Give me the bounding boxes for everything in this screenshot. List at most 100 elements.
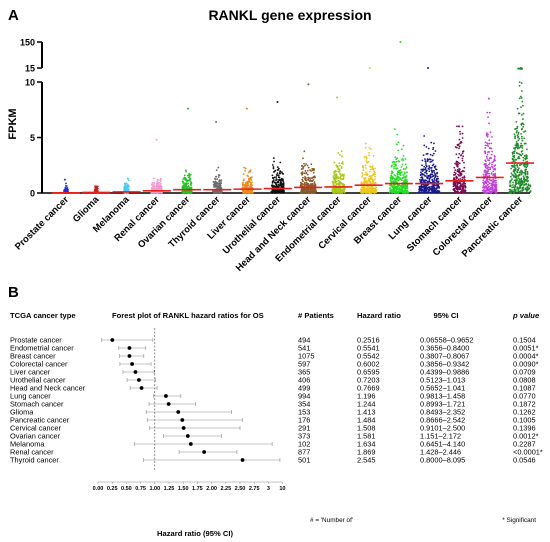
data-point	[484, 150, 486, 153]
data-point	[461, 137, 464, 139]
data-point	[523, 137, 526, 140]
data-point	[520, 173, 523, 176]
data-point	[521, 171, 524, 174]
data-point	[510, 167, 512, 170]
patients-cell: 291	[298, 424, 310, 433]
data-point	[486, 172, 489, 175]
data-point	[338, 190, 340, 193]
data-point	[529, 190, 532, 192]
data-point	[437, 191, 440, 194]
data-point	[424, 190, 427, 193]
data-point	[525, 168, 528, 171]
data-point	[523, 165, 526, 168]
data-point	[522, 156, 525, 159]
strip-plot	[52, 41, 534, 194]
data-point	[185, 182, 188, 185]
data-point	[212, 180, 215, 183]
data-point	[483, 183, 486, 186]
data-point	[488, 189, 490, 192]
data-point	[520, 132, 522, 135]
data-point	[363, 178, 366, 181]
data-point	[301, 164, 303, 167]
data-point	[361, 172, 364, 175]
data-point	[336, 191, 339, 193]
data-point	[490, 157, 492, 160]
data-point	[513, 150, 516, 153]
data-point	[282, 173, 285, 175]
data-point	[426, 159, 429, 161]
data-point	[517, 182, 520, 185]
data-point	[277, 185, 279, 188]
data-point	[334, 184, 337, 187]
data-point	[518, 112, 521, 115]
data-point	[511, 174, 514, 176]
data-point	[437, 185, 440, 188]
data-point	[456, 125, 458, 128]
data-point	[368, 175, 371, 178]
data-point	[525, 183, 528, 186]
forest-row	[163, 434, 222, 438]
x-tick-label: 0.25	[107, 486, 118, 492]
data-point	[334, 191, 337, 193]
data-point	[488, 111, 491, 114]
data-point	[372, 179, 375, 182]
data-point	[434, 150, 437, 152]
data-point-max	[276, 100, 279, 103]
data-point	[305, 183, 308, 186]
hazard-ratio-point	[127, 354, 132, 358]
data-point	[404, 167, 407, 170]
data-point	[247, 184, 250, 186]
data-point	[301, 178, 304, 181]
data-point	[486, 189, 489, 192]
data-point	[401, 186, 404, 189]
data-point	[188, 172, 191, 175]
data-point	[513, 133, 516, 136]
data-point	[419, 192, 422, 194]
data-point	[279, 161, 282, 164]
data-point	[400, 148, 403, 151]
data-point	[459, 142, 461, 145]
data-point-max	[245, 107, 248, 110]
cancer-type-cell: Stomach cancer	[10, 400, 64, 409]
hazard-ratio-cell: 1.869	[357, 448, 376, 457]
ci-cell: 0.06558–0.9652	[420, 336, 473, 345]
hazard-ratio-point	[181, 426, 186, 430]
ci-cell: 0.5123–1.013	[420, 376, 465, 385]
ci-cell: 1.428–2.446	[420, 448, 461, 457]
ci-cell: 0.8493–2.352	[420, 408, 465, 417]
data-point	[430, 185, 433, 188]
data-point	[275, 184, 278, 186]
hazard-ratio-cell: 1.196	[357, 392, 376, 401]
data-point	[459, 182, 462, 185]
data-point	[394, 190, 397, 193]
data-point	[397, 160, 400, 163]
data-point	[432, 148, 434, 151]
data-point	[420, 171, 422, 174]
data-point	[185, 191, 188, 193]
data-point	[150, 184, 153, 186]
data-point	[401, 179, 403, 182]
p-value-cell: 0.2287	[513, 440, 536, 449]
data-point	[487, 168, 490, 171]
data-point	[423, 165, 426, 168]
data-point	[157, 187, 160, 190]
data-point	[486, 184, 489, 186]
data-point	[513, 156, 516, 159]
p-value-cell: 0.1005	[513, 416, 536, 425]
data-point	[437, 177, 440, 180]
data-point	[516, 146, 519, 149]
data-point	[521, 100, 524, 103]
data-point	[216, 178, 219, 180]
data-point	[423, 174, 426, 177]
data-point	[522, 125, 525, 128]
data-point	[340, 166, 343, 168]
data-point	[364, 164, 367, 167]
data-point	[486, 111, 489, 114]
data-point	[516, 127, 518, 130]
data-point-max	[427, 67, 430, 69]
data-point	[512, 170, 515, 173]
data-point	[337, 179, 340, 182]
data-point	[127, 187, 130, 190]
data-point	[157, 183, 160, 186]
data-point	[304, 164, 306, 167]
